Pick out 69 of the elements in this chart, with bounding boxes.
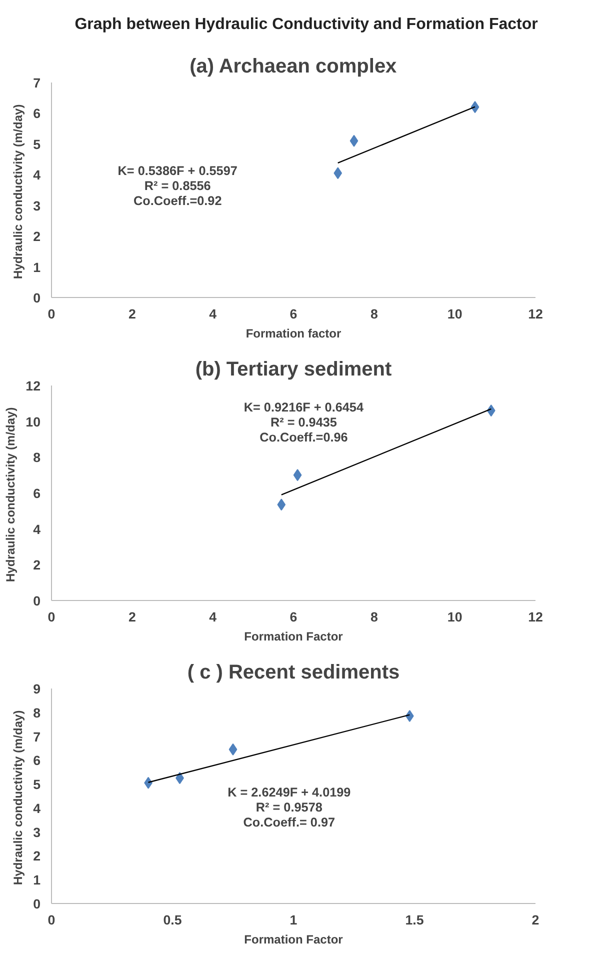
x-tick-label: 1.5 bbox=[405, 912, 424, 928]
y-tick-label: 8 bbox=[33, 705, 41, 720]
x-tick-label: 6 bbox=[290, 306, 298, 322]
annotation: K= 0.9216F + 0.6454 bbox=[244, 400, 364, 415]
y-tick-label: 2 bbox=[33, 229, 41, 244]
x-axis-title: Formation factor bbox=[246, 326, 342, 340]
y-tick-label: 9 bbox=[33, 682, 41, 696]
y-tick-label: 4 bbox=[33, 800, 42, 816]
y-tick-label: 0 bbox=[33, 290, 41, 306]
x-tick-label: 2 bbox=[128, 306, 136, 322]
y-tick-label: 0 bbox=[33, 594, 41, 608]
annotation: R² = 0.8556 bbox=[144, 179, 211, 194]
x-tick-label: 0.5 bbox=[163, 912, 182, 928]
x-tick-label: 2 bbox=[532, 912, 540, 928]
chart-title: ( c ) Recent sediments bbox=[187, 662, 400, 684]
y-tick-label: 1 bbox=[33, 260, 42, 275]
annotation: Co.Coeff.=0.96 bbox=[260, 430, 348, 445]
y-tick-label: 5 bbox=[33, 777, 42, 792]
y-tick-label: 7 bbox=[33, 76, 41, 90]
point bbox=[293, 469, 302, 482]
y-tick-label: 2 bbox=[33, 848, 41, 864]
y-tick-label: 5 bbox=[33, 136, 42, 152]
y-axis-title: Hydraulic conductivity (m/day) bbox=[11, 104, 26, 280]
y-axis-title: Hydraulic conductivity (m/day) bbox=[4, 407, 18, 582]
x-tick-label: 4 bbox=[209, 610, 218, 624]
y-tick-label: 6 bbox=[33, 106, 41, 122]
y-tick-label: 3 bbox=[33, 824, 41, 840]
y-tick-label: 0 bbox=[33, 896, 41, 912]
x-tick-label: 8 bbox=[370, 610, 378, 624]
y-tick-label: 1 bbox=[33, 872, 42, 888]
y-tick-label: 6 bbox=[33, 486, 41, 501]
y-tick-label: 12 bbox=[26, 378, 41, 394]
y-tick-label: 4 bbox=[33, 522, 42, 537]
y-tick-label: 10 bbox=[26, 414, 41, 430]
annotation: R² = 0.9435 bbox=[270, 416, 337, 430]
point bbox=[350, 134, 358, 147]
x-tick-label: 4 bbox=[209, 306, 218, 322]
x-tick-label: 12 bbox=[528, 610, 543, 624]
x-axis-title: Formation Factor bbox=[244, 630, 344, 644]
annotation: R² = 0.9578 bbox=[256, 800, 322, 814]
x-tick-label: 0 bbox=[48, 306, 56, 322]
y-tick-label: 7 bbox=[33, 729, 41, 744]
point bbox=[277, 498, 286, 511]
chart-title: (a) Archaean complex bbox=[190, 56, 397, 78]
text: Graph between Hydraulic Conductivity and Formation Factor bbox=[74, 16, 538, 33]
x-tick-label: 2 bbox=[128, 610, 136, 624]
y-tick-label: 3 bbox=[33, 198, 41, 214]
annotation: K = 2.6249F + 4.0199 bbox=[228, 785, 351, 800]
y-axis-title: Hydraulic conductivity (m/day) bbox=[11, 710, 26, 886]
x-tick-label: 1 bbox=[290, 912, 298, 928]
x-axis-title: Formation Factor bbox=[244, 932, 344, 946]
x-tick-label: 0 bbox=[48, 912, 56, 928]
point bbox=[228, 743, 238, 756]
point bbox=[470, 101, 480, 114]
x-tick-label: 0 bbox=[48, 610, 56, 624]
x-tick-label: 8 bbox=[370, 306, 378, 322]
y-tick-label: 4 bbox=[33, 168, 42, 183]
y-tick-label: 6 bbox=[33, 753, 41, 768]
x-tick-label: 6 bbox=[290, 610, 298, 624]
y-tick-label: 8 bbox=[33, 450, 41, 466]
x-tick-label: 10 bbox=[447, 610, 462, 624]
x-tick-label: 10 bbox=[447, 306, 462, 322]
y-tick-label: 2 bbox=[33, 558, 41, 573]
annotation: Co.Coeff.= 0.97 bbox=[243, 815, 336, 830]
annotation: K= 0.5386F + 0.5597 bbox=[118, 164, 238, 178]
x-tick-label: 12 bbox=[528, 306, 543, 322]
chart-title: (b) Tertiary sediment bbox=[195, 358, 392, 380]
annotation: Co.Coeff.=0.92 bbox=[133, 194, 222, 208]
point bbox=[334, 167, 342, 180]
